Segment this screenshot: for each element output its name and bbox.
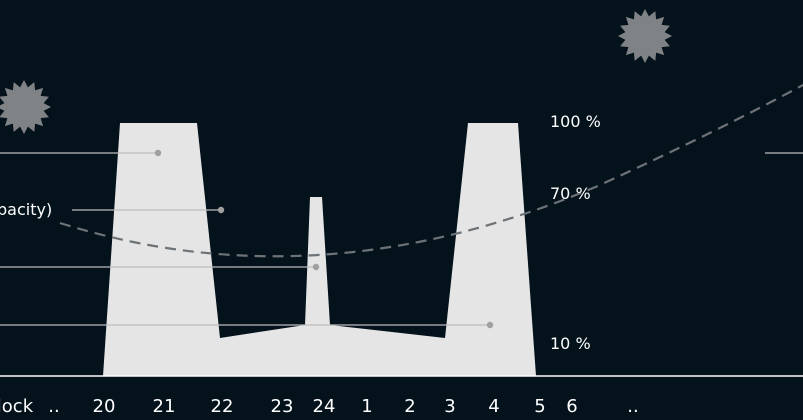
leader-dot-2 [217,206,225,214]
x-tick-label: o´clock [0,396,34,417]
starburst-shape [618,9,672,63]
leader-dot-1 [154,149,162,157]
x-tick-label: 21 [152,396,176,417]
y-label-10: 10 % [550,334,591,353]
starburst-shape [0,80,51,134]
leader-dot-3 [312,263,320,271]
x-tick-label: 20 [92,396,116,417]
x-tick-label: 5 [534,396,546,417]
x-tick-label: 3 [444,396,456,417]
annotation-label: pacity) [0,200,53,219]
x-tick-label: 2 [404,396,416,417]
x-tick-label: 4 [488,396,500,417]
x-tick-label: 22 [210,396,234,417]
starburst-icon [0,80,51,134]
x-tick-label: .. [627,396,639,417]
x-tick-label: 24 [312,396,336,417]
y-label-70: 70 % [550,184,591,203]
light-output-area [103,123,536,376]
x-tick-label: .. [48,396,60,417]
opacity-dashed-curve [59,84,803,258]
x-tick-label: 23 [270,396,294,417]
leader-dot-4 [486,321,494,329]
x-tick-label: 1 [361,396,373,417]
x-tick-label: 6 [566,396,578,417]
y-label-100: 100 % [550,112,601,131]
starburst-icon [618,9,672,63]
